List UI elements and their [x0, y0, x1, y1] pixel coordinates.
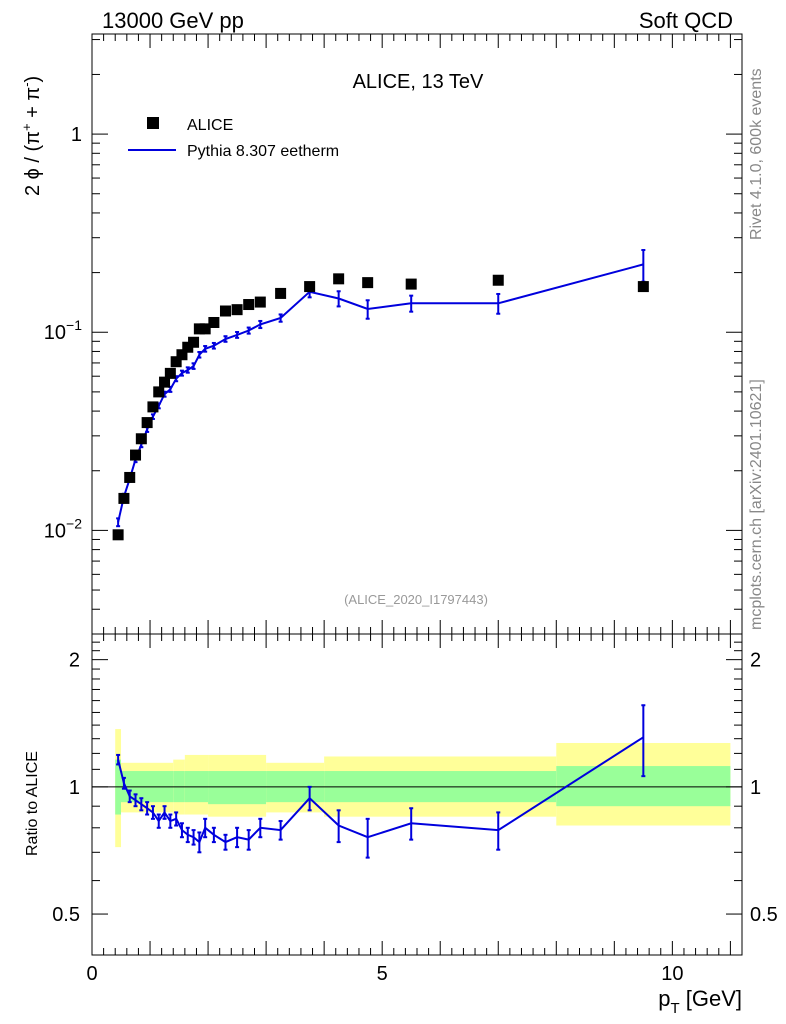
header-right: Soft QCD — [639, 8, 733, 33]
ylabel-mid: + π — [22, 87, 44, 124]
mcplots-label: mcplots.cern.ch [arXiv:2401.10621] — [748, 379, 765, 630]
alice-point — [141, 417, 153, 429]
alice-point — [304, 281, 316, 293]
main-ticks — [91, 34, 743, 635]
xtick-label: 5 — [377, 963, 388, 985]
ytick-exponent: −2 — [66, 515, 82, 531]
pythia-line — [117, 263, 644, 523]
alice-point — [118, 492, 130, 504]
ylabel-sup1: + — [19, 123, 34, 131]
alice-point — [147, 401, 159, 413]
alice-point — [637, 281, 649, 293]
alice-point — [182, 341, 194, 353]
ratio-ytick-label: 1 — [69, 777, 80, 799]
legend: ALICE Pythia 8.307 eetherm — [128, 117, 339, 160]
alice-point — [135, 433, 147, 445]
ratio-ticks — [91, 633, 743, 956]
alice-point — [112, 529, 124, 541]
alice-point — [275, 287, 287, 299]
rivet-label: Rivet 4.1.0, 600k events — [748, 68, 765, 240]
ylabel-suffix: ) — [22, 76, 44, 83]
alice-point — [124, 471, 136, 483]
header-left: 13000 GeV pp — [102, 8, 244, 33]
alice-point — [208, 316, 220, 328]
ylabel-prefix: 2 ϕ / (π — [22, 131, 44, 196]
alice-point — [362, 277, 374, 289]
ratio-data-layer — [92, 704, 742, 859]
alice-point — [254, 296, 266, 308]
alice-point — [243, 299, 255, 311]
alice-point — [231, 304, 243, 316]
xlabel-unit: [GeV] — [680, 986, 742, 1011]
ratio-ytick-label-right: 0.5 — [750, 904, 778, 926]
main-ytick-label: 10−2 — [44, 515, 82, 542]
ratio-ytick-label: 0.5 — [52, 904, 80, 926]
xtick-label: 0 — [86, 963, 97, 985]
ratio-panel: 0.5 0.5 1 1 2 2 0 5 10 Ratio to ALICE pT [GeV] — [24, 633, 778, 1017]
xlabel-main: p — [658, 986, 670, 1011]
xlabel: pT [GeV] — [658, 986, 742, 1017]
legend-alice-marker — [147, 117, 159, 129]
main-data-layer — [112, 249, 649, 541]
xtick-labels: 0 5 10 — [86, 963, 683, 985]
chart-title: ALICE, 13 TeV — [353, 71, 484, 93]
legend-pythia-label: Pythia 8.307 eetherm — [187, 143, 339, 160]
xtick-label: 10 — [661, 963, 683, 985]
band-inner — [208, 771, 267, 805]
alice-point — [164, 367, 176, 379]
analysis-ref-label: (ALICE_2020_I1797443) — [344, 592, 488, 607]
alice-point — [405, 278, 417, 290]
alice-point — [492, 274, 504, 286]
alice-point — [333, 273, 345, 285]
ratio-ytick-labels: 0.5 0.5 1 1 2 2 — [52, 650, 778, 926]
ylabel-sup2: - — [19, 82, 34, 86]
xlabel-sub: T — [670, 1000, 679, 1017]
alice-point — [219, 305, 231, 317]
main-ylabel: 2 ϕ / (π+ + π-) — [19, 76, 44, 196]
alice-point — [188, 336, 200, 348]
main-ytick-label: 10−1 — [44, 317, 82, 344]
main-ytick-labels: 110−110−2 — [44, 124, 82, 542]
ytick-exponent: −1 — [66, 317, 82, 333]
ratio-ytick-label-right: 1 — [750, 777, 761, 799]
ratio-ytick-label: 2 — [69, 650, 80, 672]
alice-point — [176, 349, 188, 361]
alice-point — [193, 323, 205, 335]
alice-point — [199, 323, 211, 335]
alice-point — [130, 449, 142, 461]
main-panel: 110−110−2 ALICE, 13 TeV 2 ϕ / (π+ + π-) … — [19, 33, 743, 635]
alice-point — [159, 376, 171, 388]
main-ytick-label: 1 — [71, 124, 82, 146]
legend-alice-label: ALICE — [187, 117, 233, 134]
alice-point — [170, 356, 182, 368]
ytick-base: 10 — [44, 322, 66, 344]
ratio-ylabel: Ratio to ALICE — [24, 751, 41, 856]
ytick-base: 10 — [44, 520, 66, 542]
ratio-ytick-label-right: 2 — [750, 650, 761, 672]
alice-point — [153, 386, 165, 398]
ratio-line — [117, 736, 644, 844]
